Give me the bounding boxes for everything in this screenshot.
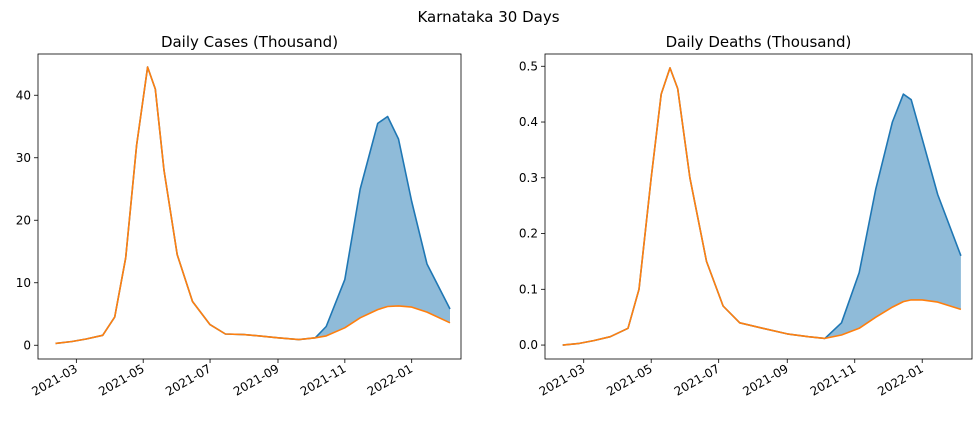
series-line-lower — [55, 66, 451, 345]
y-tick-label: 10 — [16, 276, 31, 290]
x-tick-label: 2021-07 — [163, 361, 213, 398]
x-tick-label: 2021-09 — [740, 361, 790, 398]
shaded-gap-area — [562, 67, 961, 346]
x-tick-label: 2022-01 — [365, 361, 415, 398]
y-tick-label: 0.1 — [519, 282, 538, 296]
x-tick-label: 2021-05 — [604, 361, 654, 398]
series-line-lower — [562, 67, 962, 346]
shaded-gap-area — [55, 67, 450, 344]
chart-daily-cases: 0 10 20 30 40 2021-03 2021-05 2021-07 2021-09 202… — [16, 33, 462, 399]
x-tick-label: 2021-07 — [672, 361, 722, 398]
x-tick-label: 2022-01 — [875, 361, 925, 398]
x-tick-label: 2021-09 — [231, 361, 281, 398]
chart-title: Daily Cases (Thousand) — [161, 33, 338, 51]
y-tick-label: 0.0 — [519, 338, 538, 352]
x-tick-label: 2021-11 — [808, 361, 858, 398]
y-tick-label: 40 — [16, 88, 31, 102]
y-tick-label: 30 — [16, 151, 31, 165]
y-tick-label: 0 — [23, 338, 31, 352]
figure-title: Karnataka 30 Days — [417, 8, 560, 26]
x-tick-label: 2021-03 — [29, 361, 79, 398]
chart-daily-deaths: 0.0 0.1 0.2 0.3 0.4 0.5 2021-03 2021-05 2021-07 2… — [519, 33, 973, 399]
x-tick-label: 2021-11 — [298, 361, 348, 398]
chart-title: Daily Deaths (Thousand) — [666, 33, 852, 51]
x-tick-label: 2021-05 — [96, 361, 146, 398]
plot-frame — [544, 53, 973, 360]
y-tick-label: 0.5 — [519, 59, 538, 73]
y-tick-label: 20 — [16, 213, 31, 227]
y-tick-label: 0.3 — [519, 171, 538, 185]
x-tick-label: 2021-03 — [537, 361, 587, 398]
plot-frame — [37, 53, 462, 360]
y-tick-label: 0.4 — [519, 115, 538, 129]
y-tick-label: 0.2 — [519, 227, 538, 241]
